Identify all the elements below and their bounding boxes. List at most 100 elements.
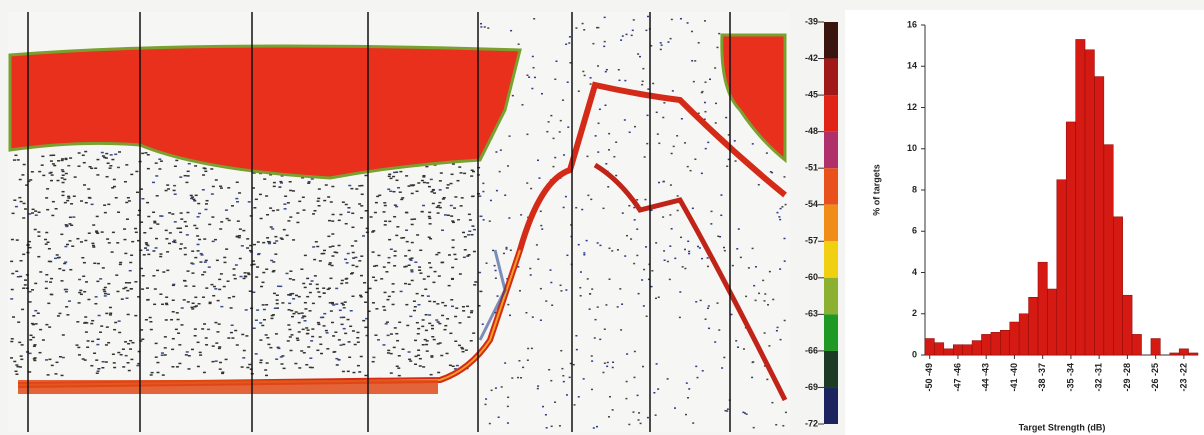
noise-dot — [755, 266, 757, 268]
noise-dot — [663, 181, 665, 183]
noise-dot — [582, 23, 584, 25]
noise-dot — [204, 171, 207, 173]
noise-dot — [218, 323, 221, 325]
noise-dot — [292, 313, 295, 315]
noise-dot — [372, 357, 375, 359]
noise-dot — [128, 282, 131, 284]
noise-dot — [634, 126, 636, 128]
x-axis-label: Target Strength (dB) — [1019, 422, 1106, 432]
noise-dot — [596, 426, 598, 428]
noise-dot — [19, 276, 22, 278]
noise-dot — [398, 375, 401, 377]
noise-dot — [10, 298, 13, 300]
noise-dot — [217, 300, 220, 302]
noise-dot — [776, 330, 778, 332]
noise-dot — [518, 43, 520, 45]
noise-dot — [449, 365, 452, 367]
noise-dot — [428, 186, 431, 188]
noise-dot — [112, 354, 115, 356]
noise-dot — [617, 306, 619, 308]
noise-dot — [568, 42, 570, 44]
x-tick-label: -38 -37 — [1037, 363, 1047, 392]
noise-dot — [281, 302, 284, 304]
noise-dot — [278, 186, 281, 188]
noise-dot — [51, 365, 54, 367]
noise-dot — [323, 313, 326, 315]
noise-dot — [31, 289, 34, 291]
noise-dot — [172, 311, 175, 313]
noise-dot — [350, 310, 353, 312]
noise-dot — [753, 285, 755, 287]
noise-dot — [767, 304, 769, 306]
noise-dot — [443, 329, 446, 331]
noise-dot — [128, 370, 131, 372]
noise-dot — [507, 397, 509, 399]
noise-dot — [283, 229, 286, 231]
noise-dot — [638, 412, 640, 414]
noise-dot — [394, 255, 397, 257]
noise-dot — [656, 112, 658, 114]
noise-dot — [307, 182, 310, 184]
noise-dot — [87, 299, 90, 301]
noise-dot — [766, 152, 768, 154]
noise-dot — [317, 291, 320, 293]
noise-dot — [330, 310, 333, 312]
noise-dot — [613, 156, 615, 158]
noise-dot — [331, 233, 334, 235]
noise-dot — [387, 189, 390, 191]
noise-dot — [338, 245, 341, 247]
color-segment — [824, 22, 838, 59]
noise-dot — [308, 181, 311, 183]
noise-dot — [679, 291, 681, 293]
noise-dot — [180, 212, 183, 214]
noise-dot — [674, 258, 676, 260]
noise-dot — [78, 165, 81, 167]
noise-dot — [50, 180, 53, 182]
noise-dot — [396, 340, 399, 342]
noise-dot — [460, 347, 463, 349]
noise-dot — [47, 242, 50, 244]
noise-dot — [607, 186, 609, 188]
noise-dot — [590, 77, 592, 79]
noise-dot — [484, 404, 486, 406]
noise-dot — [207, 329, 210, 331]
noise-dot — [537, 160, 539, 162]
noise-dot — [707, 257, 709, 259]
noise-dot — [203, 271, 206, 273]
noise-dot — [62, 270, 65, 272]
noise-dot — [175, 329, 178, 331]
noise-dot — [632, 30, 634, 32]
noise-dot — [193, 225, 196, 227]
noise-dot — [303, 209, 306, 211]
noise-dot — [422, 366, 425, 368]
noise-dot — [179, 227, 182, 229]
noise-dot — [231, 337, 234, 339]
noise-dot — [360, 255, 363, 257]
noise-dot — [746, 413, 748, 415]
bar — [953, 345, 962, 355]
noise-dot — [560, 120, 562, 122]
noise-dot — [70, 203, 73, 205]
noise-dot — [298, 201, 301, 203]
noise-dot — [309, 283, 312, 285]
noise-dot — [586, 240, 588, 242]
noise-dot — [677, 195, 679, 197]
noise-dot — [294, 363, 297, 365]
noise-dot — [83, 162, 86, 164]
noise-dot — [341, 324, 344, 326]
noise-dot — [352, 330, 355, 332]
noise-dot — [605, 304, 607, 306]
noise-dot — [470, 175, 473, 177]
noise-dot — [125, 282, 128, 284]
bar — [1113, 217, 1122, 355]
noise-dot — [470, 340, 473, 342]
noise-dot — [473, 229, 476, 231]
noise-dot — [387, 352, 390, 354]
bar — [1170, 353, 1179, 355]
noise-dot — [457, 180, 460, 182]
noise-dot — [152, 275, 155, 277]
noise-dot — [306, 278, 309, 280]
noise-dot — [619, 80, 621, 82]
noise-dot — [225, 248, 228, 250]
noise-dot — [317, 200, 320, 202]
